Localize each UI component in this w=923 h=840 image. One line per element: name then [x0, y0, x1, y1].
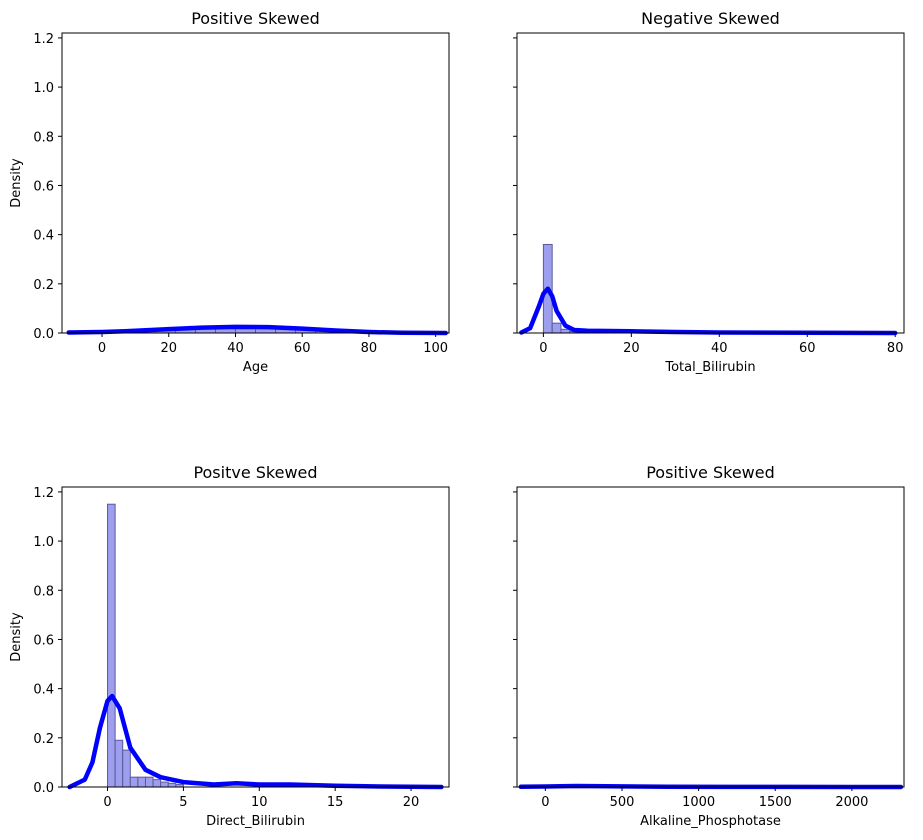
y-tick-label: 1.0: [33, 535, 54, 550]
chart-title: Positive Skewed: [646, 463, 775, 482]
y-axis-label: Density: [9, 158, 24, 208]
y-tick-label: 0.4: [33, 683, 54, 698]
histogram-bar: [107, 503, 116, 788]
histogram-bar: [137, 776, 146, 788]
x-tick-label: 80: [887, 341, 904, 356]
y-tick-label: 0.2: [33, 278, 54, 293]
chart-title: Positive Skewed: [191, 9, 320, 28]
x-tick-label: 5: [179, 795, 187, 810]
y-tick-label: 0.8: [33, 584, 54, 599]
x-tick-label: 100: [423, 341, 448, 356]
x-axis-label: Direct_Bilirubin: [206, 814, 305, 829]
x-tick-label: 40: [227, 341, 244, 356]
histogram-bar: [152, 779, 162, 788]
chart-title: Negative Skewed: [641, 9, 780, 28]
histogram-bar: [114, 739, 124, 788]
axes-frame: [516, 486, 905, 788]
x-tick-label: 10: [251, 795, 268, 810]
x-axis-label: Alkaline_Phosphotase: [640, 814, 781, 829]
x-tick-label: 15: [327, 795, 344, 810]
histogram-bar: [122, 749, 131, 788]
x-tick-label: 0: [98, 341, 106, 356]
x-tick-label: 500: [610, 795, 635, 810]
x-tick-label: 80: [361, 341, 378, 356]
x-tick-label: 2000: [835, 795, 868, 810]
y-tick-label: 1.0: [33, 81, 54, 96]
kde-line: [67, 693, 444, 790]
histogram-bar: [167, 782, 177, 788]
y-tick-label: 0.6: [33, 633, 54, 648]
histogram-bar: [551, 322, 562, 334]
x-tick-label: 1000: [682, 795, 715, 810]
y-axis-label: Density: [9, 612, 24, 662]
axes-frame: [61, 486, 450, 788]
x-tick-label: 20: [623, 341, 640, 356]
axes-frame: [61, 32, 450, 334]
y-tick-label: 0.0: [33, 327, 54, 342]
chart-title: Positve Skewed: [193, 463, 317, 482]
x-tick-label: 20: [160, 341, 177, 356]
subplot-direct-bilirubin: 0 5 10 15 20 0.0 0.2 0.4 0.6 0.8 1.0 1.2 Positve Ske…: [9, 463, 450, 829]
x-tick-label: 0: [103, 795, 111, 810]
x-tick-label: 40: [711, 341, 728, 356]
x-axis-label: Total_Bilirubin: [664, 360, 755, 375]
axes-frame: [516, 32, 905, 334]
x-tick-label: 60: [294, 341, 311, 356]
x-tick-label: 1500: [759, 795, 792, 810]
histogram-bar: [560, 328, 571, 334]
subplot-alkaline-phosphotase: 0 500 1000 1500 2000 Positive Skewed Alkaline_…: [513, 463, 905, 829]
y-tick-label: 0.4: [33, 229, 54, 244]
y-tick-label: 1.2: [33, 32, 54, 47]
histogram-bar: [144, 776, 154, 788]
x-tick-label: 0: [541, 795, 549, 810]
histogram-bar: [160, 781, 169, 788]
y-tick-label: 1.2: [33, 486, 54, 501]
kde-line: [66, 324, 448, 336]
x-tick-label: 0: [539, 341, 547, 356]
subplot-age: 0 20 40 60 80 100 0.0 0.2 0.4 0.6 0.8 1.0 1.2 Positiv…: [9, 9, 450, 375]
histogram-bar: [129, 776, 139, 788]
kde-line: [519, 286, 898, 336]
y-tick-label: 0.2: [33, 732, 54, 747]
x-axis-label: Age: [243, 360, 268, 375]
x-tick-label: 60: [799, 341, 816, 356]
subplot-total-bilirubin: 0 20 40 60 80 Negative Skewed Total_Bilirubin: [513, 9, 905, 375]
x-tick-label: 20: [403, 795, 420, 810]
y-tick-label: 0.0: [33, 781, 54, 796]
y-tick-label: 0.6: [33, 179, 54, 194]
y-tick-label: 0.8: [33, 130, 54, 145]
